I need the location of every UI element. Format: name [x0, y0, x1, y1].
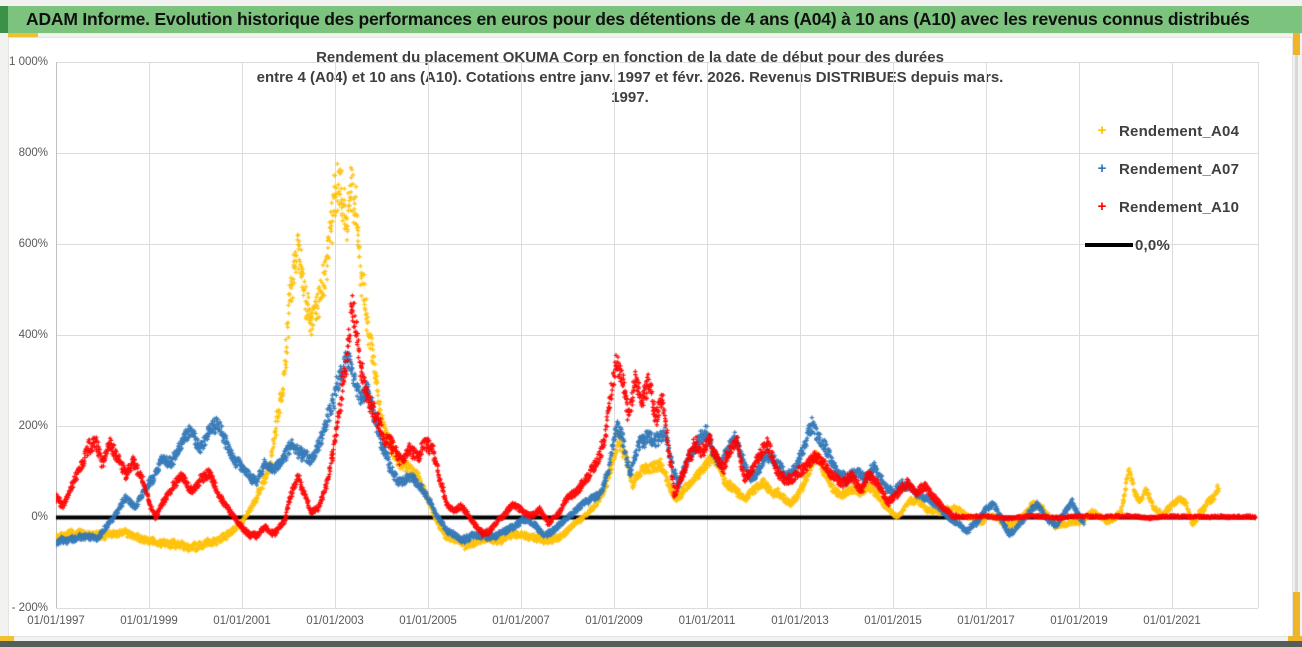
- y-tick-label: 400%: [18, 329, 48, 341]
- y-tick-label: - 200%: [11, 602, 48, 614]
- x-tick-label: 01/01/2005: [399, 615, 457, 627]
- y-tick-label: 1 000%: [8, 56, 48, 68]
- legend-plus-marker-icon: +: [1097, 160, 1107, 177]
- right-rail: [1295, 33, 1298, 641]
- legend-item-rendement-a10[interactable]: + Rendement_A10: [1085, 188, 1275, 226]
- selection-accent-right-top: [1293, 33, 1300, 55]
- x-tick-label: 01/01/1999: [120, 615, 178, 627]
- legend-item-rendement-a07[interactable]: + Rendement_A07: [1085, 150, 1275, 188]
- bottom-bar: [0, 641, 1302, 647]
- selection-accent-right-bottom: [1293, 592, 1300, 640]
- x-tick-label: 01/01/2019: [1050, 615, 1108, 627]
- x-tick-label: 01/01/2007: [492, 615, 550, 627]
- y-tick-label: 0%: [31, 511, 48, 523]
- x-tick-label: 01/01/2013: [771, 615, 829, 627]
- selection-accent-bottom-left: [0, 636, 14, 642]
- x-tick-label: 01/01/1997: [27, 615, 85, 627]
- legend-item-0-0-[interactable]: 0,0%: [1085, 226, 1275, 264]
- y-tick-label: 200%: [18, 420, 48, 432]
- legend-label: Rendement_A07: [1119, 160, 1240, 178]
- x-tick-label: 01/01/2017: [957, 615, 1015, 627]
- legend-label: Rendement_A04: [1119, 122, 1240, 140]
- x-tick-label: 01/01/2009: [585, 615, 643, 627]
- legend-label: 0,0%: [1135, 236, 1170, 254]
- x-tick-label: 01/01/2001: [213, 615, 271, 627]
- x-tick-label: 01/01/2021: [1143, 615, 1201, 627]
- legend-plus-marker-icon: +: [1097, 198, 1107, 215]
- legend-line-marker-icon: [1085, 243, 1133, 247]
- x-tick-label: 01/01/2011: [678, 615, 736, 627]
- selection-accent-bottom-right: [1288, 636, 1302, 642]
- y-tick-label: 800%: [18, 147, 48, 159]
- legend-plus-marker-icon: +: [1097, 122, 1107, 139]
- y-tick-label: 600%: [18, 238, 48, 250]
- x-tick-label: 01/01/2015: [864, 615, 922, 627]
- legend-item-rendement-a04[interactable]: + Rendement_A04: [1085, 112, 1275, 150]
- chart-legend[interactable]: + Rendement_A04 + Rendement_A07 + Rendement_A…: [1085, 112, 1275, 264]
- x-tick-label: 01/01/2003: [306, 615, 364, 627]
- legend-label: Rendement_A10: [1119, 198, 1240, 216]
